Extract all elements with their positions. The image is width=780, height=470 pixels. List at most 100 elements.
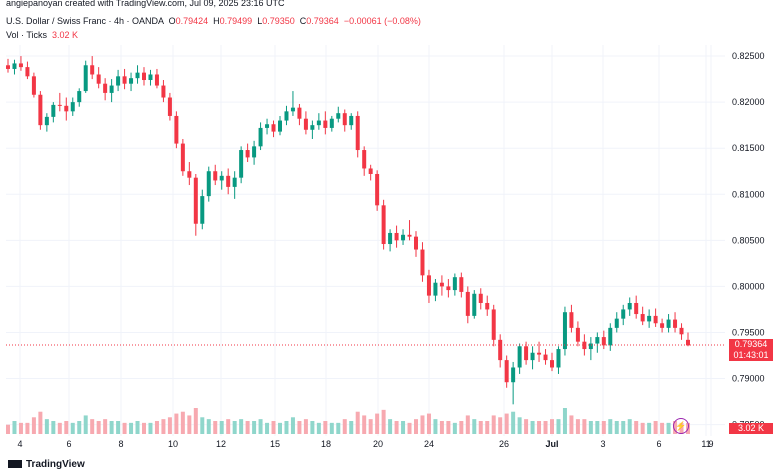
volume-bar bbox=[653, 421, 658, 434]
volume-tag: 3.02 K bbox=[729, 423, 773, 434]
candle-body bbox=[245, 150, 250, 158]
volume-bar bbox=[511, 411, 516, 434]
candle-body bbox=[634, 302, 639, 315]
candle-body bbox=[666, 319, 671, 328]
candle-body bbox=[452, 277, 457, 291]
brand-name: TradingView bbox=[26, 459, 85, 470]
candle-body bbox=[154, 74, 159, 86]
volume-bar bbox=[12, 421, 17, 434]
candle-body bbox=[439, 282, 444, 287]
candle-body bbox=[446, 286, 451, 291]
volume-bar bbox=[407, 422, 412, 434]
volume-bar bbox=[25, 422, 30, 434]
volume-bar bbox=[265, 422, 270, 434]
volume-bar bbox=[414, 419, 418, 434]
candle-body bbox=[116, 76, 121, 86]
volume-bar bbox=[517, 417, 522, 434]
candle-body bbox=[31, 76, 36, 95]
h-value: 0.79499 bbox=[219, 16, 253, 26]
x-tick-label: 18 bbox=[321, 439, 331, 449]
candle-body bbox=[206, 171, 211, 197]
x-tick-label: 10 bbox=[168, 439, 178, 449]
grid bbox=[6, 45, 725, 436]
volume-bar bbox=[116, 421, 121, 434]
volume-bar bbox=[161, 419, 166, 434]
candle-body bbox=[491, 309, 496, 340]
volume-bar bbox=[44, 419, 49, 434]
candle-body bbox=[355, 115, 360, 151]
candle-body bbox=[433, 282, 438, 296]
candle-body bbox=[530, 352, 535, 361]
candle-body bbox=[679, 327, 684, 335]
o-label: O bbox=[168, 16, 176, 26]
volume-bar bbox=[187, 415, 192, 434]
candle-body bbox=[265, 124, 270, 128]
volume-bar bbox=[660, 422, 665, 434]
volume-bar bbox=[142, 422, 146, 434]
candle-body bbox=[161, 85, 166, 98]
volume-bar bbox=[129, 422, 134, 434]
candle-body bbox=[349, 115, 354, 126]
volume-bars bbox=[6, 408, 690, 434]
candle-body bbox=[478, 293, 483, 303]
candle-body bbox=[96, 74, 101, 84]
x-tick-label: 8 bbox=[118, 439, 123, 449]
candle-body bbox=[51, 104, 56, 117]
candle-body bbox=[83, 65, 88, 92]
y-tick-label: 0.79000 bbox=[732, 374, 765, 384]
volume-bar bbox=[31, 417, 36, 434]
volume-bar bbox=[601, 421, 606, 434]
volume-bar bbox=[239, 419, 244, 434]
candle-body bbox=[329, 118, 334, 128]
y-axis: 0.82500 0.82000 0.81500 0.81000 0.80500 0.800… bbox=[732, 51, 765, 430]
volume-bar bbox=[200, 417, 205, 434]
candle-body bbox=[57, 104, 62, 106]
x-tick-label: 6 bbox=[66, 439, 71, 449]
volume-bar bbox=[355, 411, 360, 434]
candle-body bbox=[614, 318, 619, 328]
last-price-value: 0.79364 bbox=[734, 339, 768, 349]
x-tick-label: 12 bbox=[216, 439, 226, 449]
lightning-icon[interactable]: ⚡ bbox=[673, 418, 689, 434]
volume-bar bbox=[478, 421, 483, 434]
candle-body bbox=[180, 143, 185, 172]
candle-body bbox=[511, 367, 516, 383]
x-tick-label: 15 bbox=[270, 439, 280, 449]
candle-body bbox=[472, 293, 477, 316]
x-tick-label: 6 bbox=[656, 439, 661, 449]
candle-body bbox=[517, 346, 522, 368]
volume-bar bbox=[64, 421, 69, 434]
volume-bar bbox=[621, 421, 626, 434]
x-tick-label: Jul bbox=[545, 439, 558, 449]
h-label: H bbox=[213, 16, 220, 26]
candle-body bbox=[336, 113, 341, 119]
candle-body bbox=[601, 337, 606, 346]
volume-bar bbox=[252, 421, 257, 434]
candle-body bbox=[271, 124, 276, 132]
candle-body bbox=[187, 171, 192, 178]
volume-bar bbox=[103, 419, 108, 434]
volume-bar bbox=[459, 421, 464, 434]
candle-body bbox=[316, 120, 321, 126]
candle-body bbox=[588, 343, 593, 350]
volume-bar bbox=[582, 419, 587, 434]
volume-bar bbox=[310, 421, 315, 434]
volume-bar bbox=[401, 421, 406, 434]
watermark: angiepanoyan created with TradingView.co… bbox=[6, 0, 285, 8]
y-tick-label: 0.81500 bbox=[732, 143, 765, 153]
candle-body bbox=[362, 150, 367, 169]
volume-bar bbox=[634, 421, 639, 434]
volume-bar bbox=[329, 422, 334, 434]
y-tick-label: 0.82000 bbox=[732, 97, 765, 107]
candle-body bbox=[465, 291, 470, 316]
candle-body bbox=[44, 116, 49, 126]
y-tick-label: 0.82500 bbox=[732, 51, 765, 61]
candle-body bbox=[582, 341, 587, 350]
volume-bar bbox=[394, 421, 399, 434]
c-value: 0.79364 bbox=[306, 16, 339, 26]
volume-bar bbox=[77, 421, 82, 434]
candle-body bbox=[38, 94, 43, 126]
candle-body bbox=[167, 97, 172, 116]
volume-bar bbox=[109, 421, 114, 434]
